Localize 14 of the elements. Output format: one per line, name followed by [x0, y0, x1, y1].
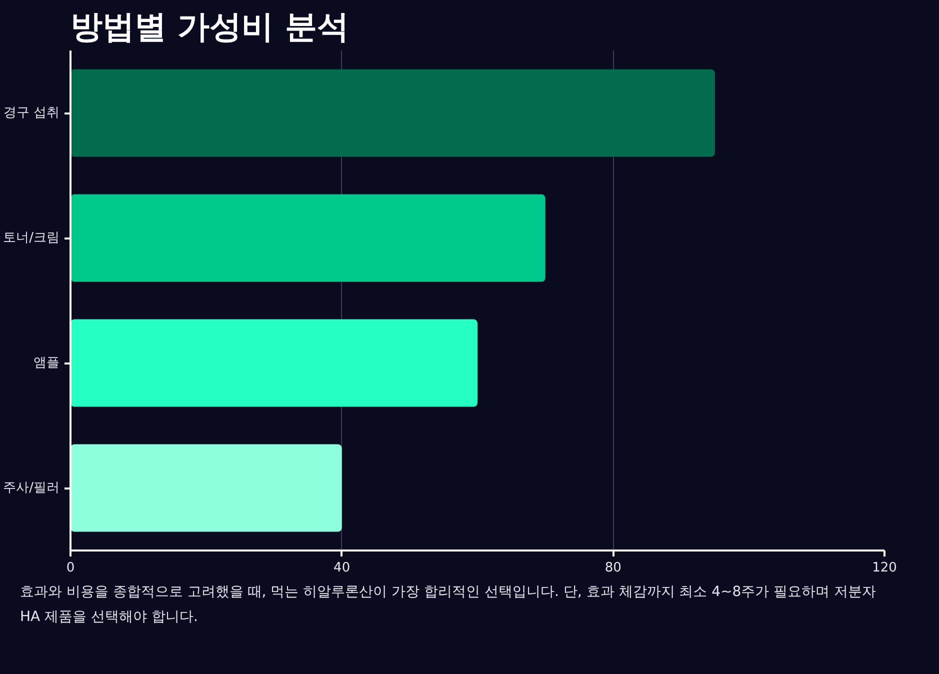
y-tick-label: 토너/크림	[3, 230, 60, 246]
x-tick-label: 0	[66, 560, 75, 576]
bar	[70, 444, 342, 532]
x-tick-label: 40	[334, 560, 350, 576]
x-tick-label: 120	[872, 560, 897, 576]
chart-title: 방법별 가성비 분석	[70, 8, 349, 46]
text: 효과와 비용을 종합적으로 고려했을 때, 먹는 히알루론산이 가장 합리적인 선택입니다. 단, 효과 체감까지 최소 4~8주가 필요하며 저분자 HA 제품을 선택해야 합니다.	[20, 583, 878, 628]
bar	[70, 319, 478, 407]
bar	[70, 69, 715, 157]
x-tick-label: 80	[604, 560, 622, 576]
bar	[70, 194, 546, 282]
y-tick-label: 앰플	[34, 356, 60, 370]
y-tick-label: 주사/필러	[3, 480, 60, 496]
y-tick-label: 경구 섭취	[3, 106, 60, 120]
